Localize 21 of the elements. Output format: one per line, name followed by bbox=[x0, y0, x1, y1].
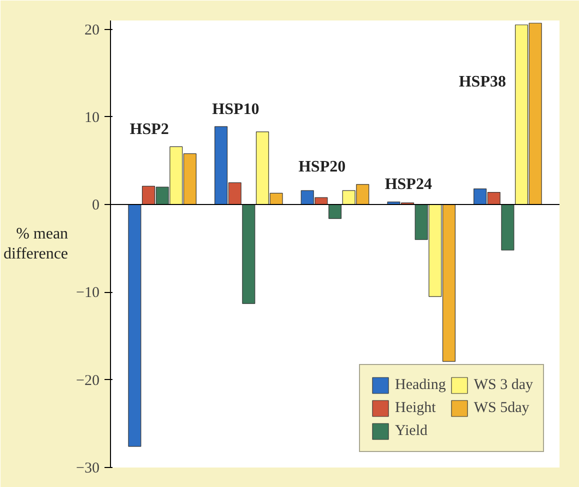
y-tick-label: −20 bbox=[76, 372, 100, 389]
legend-label: WS 5day bbox=[474, 400, 530, 416]
bar bbox=[501, 204, 514, 250]
bar bbox=[328, 204, 342, 219]
x-tick-label: HSP20 bbox=[298, 158, 346, 176]
legend-label: Yield bbox=[395, 422, 428, 440]
x-tick-label: HSP10 bbox=[212, 100, 260, 118]
legend-label: Height bbox=[395, 400, 436, 416]
y-tick-label: 10 bbox=[84, 110, 100, 126]
y-tick-label: −30 bbox=[76, 460, 100, 476]
legend-label: Heading bbox=[395, 376, 446, 394]
bar bbox=[128, 204, 142, 447]
y-tick-label: 20 bbox=[84, 22, 100, 38]
y-tick-label: 0 bbox=[92, 198, 100, 214]
legend-label: WS 3 day bbox=[474, 376, 533, 394]
y-tick-label: −10 bbox=[76, 285, 100, 302]
x-tick-label: HSP24 bbox=[384, 176, 432, 194]
y-axis-title: % mean difference bbox=[3, 225, 68, 263]
x-tick-label: HSP38 bbox=[458, 74, 506, 91]
bar bbox=[242, 204, 256, 304]
x-tick-label: HSP2 bbox=[130, 120, 169, 138]
